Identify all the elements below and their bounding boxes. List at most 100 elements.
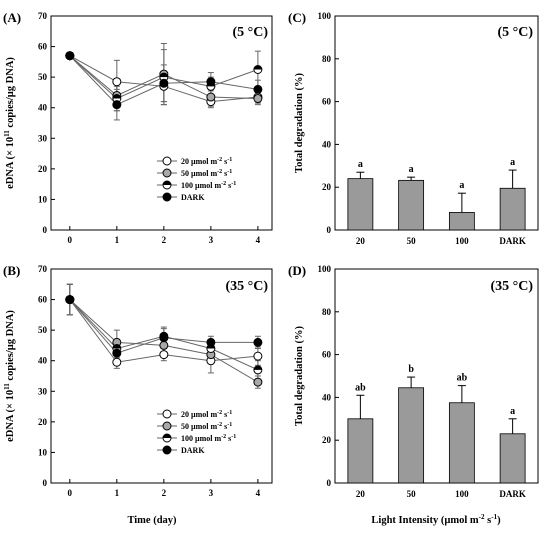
x-tick-label: 3 [209, 488, 214, 498]
legend-marker [162, 433, 172, 443]
y-tick-label: 50 [38, 72, 48, 82]
data-point [159, 340, 169, 350]
marker-circle [253, 351, 263, 361]
y-tick-label: 20 [322, 435, 332, 445]
y-tick-label: 60 [38, 42, 48, 52]
data-point [253, 377, 263, 387]
y-axis-label-b: eDNA (× 1011 copies/µg DNA) [3, 310, 16, 442]
y-tick-label: 40 [322, 139, 332, 149]
panel-label-c: (C) [288, 10, 306, 25]
legend: 20 µmol m-2 s-1 50 µmol m-2 s-1 100 µmol m… [157, 409, 236, 455]
bar-item: a [347, 159, 374, 231]
marker-circle [112, 100, 122, 110]
bar [398, 387, 425, 484]
data-point [159, 350, 169, 360]
legend-marker [162, 156, 172, 166]
marker-circle [206, 337, 216, 347]
significance-letter: a [358, 159, 363, 170]
marker-circle [159, 350, 169, 360]
marker-circle [65, 51, 75, 61]
x-tick-label: 2 [162, 235, 167, 245]
marker-circle [162, 168, 172, 178]
x-tick-label: 50 [407, 489, 417, 499]
significance-letter: ab [457, 373, 468, 384]
legend-entry: 100 µmol m-2 s-1 [157, 180, 236, 190]
y-axis-label-a: eDNA (× 1011 copies/µg DNA) [3, 57, 16, 189]
y-axis-label-d: Total degradation (%) [294, 326, 305, 426]
legend-entry: 20 µmol m-2 s-1 [157, 409, 232, 419]
y-tick-label: 20 [38, 417, 48, 427]
bar [398, 179, 425, 231]
y-tick-label: 0 [43, 225, 48, 235]
marker-half-fill [112, 344, 121, 349]
data-point [159, 333, 169, 343]
data-point [112, 77, 122, 87]
bar-item: ab [347, 382, 374, 484]
panel-label-a: (A) [3, 10, 21, 25]
y-tick-label: 20 [38, 164, 48, 174]
legend-marker [162, 421, 172, 431]
x-tick-label: DARK [499, 489, 526, 499]
axis-ticks: 0 20 40 60 80 100 20 50 100 DARK [318, 11, 526, 246]
legend-entry: DARK [157, 192, 205, 202]
bar-item: a [499, 406, 526, 484]
marker-half-fill [163, 181, 171, 185]
x-axis-label-time: Time (day) [127, 515, 177, 526]
legend-entry: 50 µmol m-2 s-1 [157, 168, 232, 178]
x-tick-label: 1 [115, 488, 120, 498]
x-tick-label: 2 [162, 488, 167, 498]
y-tick-label: 60 [322, 97, 332, 107]
marker-half-fill [163, 434, 171, 438]
marker-circle [162, 192, 172, 202]
y-tick-label: 10 [38, 194, 48, 204]
marker-circle [253, 377, 263, 387]
y-tick-label: 20 [322, 182, 332, 192]
plot-frame [334, 15, 539, 231]
y-axis-label-c: Total degradation (%) [294, 73, 305, 173]
marker-circle [162, 156, 172, 166]
x-tick-label: 20 [356, 236, 366, 246]
plot-frame [50, 268, 273, 484]
y-tick-label: 80 [322, 307, 332, 317]
y-tick-label: 60 [322, 350, 332, 360]
legend-label: 50 µmol m-2 s-1 [181, 422, 232, 431]
marker-half-fill [159, 73, 168, 78]
panel-b-line-chart: (B) (35 °C) 0 10 20 30 40 50 60 70 0 1 2 3 4 20 µmol… [3, 263, 273, 498]
marker-half-fill [253, 65, 262, 70]
y-tick-label: 100 [318, 11, 332, 21]
axis-ticks: 0 10 20 30 40 50 60 70 0 1 2 3 4 [38, 11, 261, 245]
legend-label: DARK [181, 446, 205, 455]
data-point [65, 295, 75, 305]
legend-marker [162, 409, 172, 419]
legend: 20 µmol m-2 s-1 50 µmol m-2 s-1 100 µmol m… [157, 156, 236, 202]
marker-circle [253, 94, 263, 104]
marker-circle [253, 337, 263, 347]
marker-half-fill [112, 94, 121, 99]
y-tick-label: 0 [327, 225, 332, 235]
y-tick-label: 40 [322, 392, 332, 402]
y-tick-label: 80 [322, 54, 332, 64]
legend-marker [162, 180, 172, 190]
x-tick-label: 0 [68, 488, 73, 498]
legend-entry: 100 µmol m-2 s-1 [157, 433, 236, 443]
x-tick-label: 100 [455, 236, 469, 246]
data-point [253, 94, 263, 104]
marker-circle [159, 78, 169, 88]
y-tick-label: 10 [38, 447, 48, 457]
data-point [206, 337, 216, 347]
y-tick-label: 0 [43, 478, 48, 488]
series-group [65, 283, 263, 389]
x-tick-label: 4 [256, 235, 261, 245]
y-tick-label: 40 [38, 103, 48, 113]
data-point [112, 348, 122, 358]
marker-circle [112, 357, 122, 367]
bar-item: a [398, 164, 425, 231]
legend-label: DARK [181, 193, 205, 202]
bar-item: a [448, 180, 475, 231]
temperature-label-a: (5 °C) [232, 25, 268, 40]
data-point [253, 365, 263, 375]
temperature-label-b: (35 °C) [225, 279, 268, 294]
bar-item: b [398, 364, 425, 484]
legend-marker [162, 168, 172, 178]
x-tick-label: DARK [499, 236, 526, 246]
